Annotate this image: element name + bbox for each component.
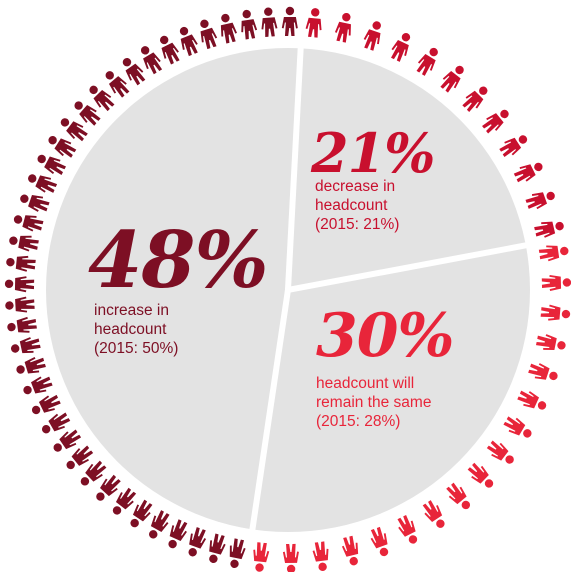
increase-person-icon bbox=[112, 487, 137, 515]
increase-person-icon bbox=[23, 376, 53, 395]
increase-person-icon bbox=[28, 174, 58, 193]
increase-person-icon bbox=[31, 394, 61, 415]
increase-person-icon bbox=[5, 296, 35, 313]
same-person-icon bbox=[341, 535, 359, 566]
increase-person-icon bbox=[53, 429, 82, 452]
decrease-person-icon bbox=[499, 135, 528, 158]
decrease-line-3: (2015: 21%) bbox=[315, 216, 400, 233]
decrease-person-icon bbox=[391, 32, 411, 62]
increase-person-icon bbox=[13, 215, 44, 232]
decrease-person-icon bbox=[334, 12, 351, 43]
same-line-3: (2015: 28%) bbox=[316, 413, 401, 430]
decrease-person-icon bbox=[462, 86, 488, 112]
increase-person-icon bbox=[122, 57, 146, 86]
same-line-2: remain the same bbox=[316, 394, 432, 411]
same-person-icon bbox=[312, 541, 329, 572]
same-description: headcount will remain the same (2015: 28… bbox=[316, 374, 431, 431]
increase-person-icon bbox=[168, 519, 188, 549]
same-person-icon bbox=[253, 542, 270, 572]
same-percent: 30% bbox=[316, 301, 455, 371]
same-person-icon bbox=[517, 390, 547, 410]
same-person-icon bbox=[370, 526, 389, 557]
decrease-person-icon bbox=[305, 8, 322, 38]
same-person-icon bbox=[528, 363, 558, 381]
increase-description: increase in headcount (2015: 50%) bbox=[94, 301, 178, 358]
decrease-person-icon bbox=[440, 65, 464, 93]
decrease-person-icon bbox=[416, 47, 438, 76]
increase-person-icon bbox=[20, 194, 50, 212]
increase-person-icon bbox=[160, 35, 180, 65]
increase-person-icon bbox=[4, 276, 35, 293]
increase-person-icon bbox=[105, 71, 130, 98]
increase-person-icon bbox=[281, 6, 298, 37]
same-person-icon bbox=[446, 482, 471, 510]
increase-line-1: increase in bbox=[94, 302, 169, 319]
increase-person-icon bbox=[261, 7, 278, 37]
same-person-icon bbox=[486, 440, 514, 464]
increase-person-icon bbox=[60, 118, 88, 142]
increase-person-icon bbox=[200, 19, 218, 50]
people-ring bbox=[4, 6, 571, 572]
decrease-person-icon bbox=[513, 162, 543, 183]
decrease-description: decrease in headcount (2015: 21%) bbox=[315, 177, 399, 234]
decrease-person-icon bbox=[482, 109, 509, 134]
same-person-icon bbox=[538, 245, 569, 262]
same-person-icon bbox=[282, 543, 299, 572]
slice-divider bbox=[284, 46, 304, 293]
increase-person-icon bbox=[80, 460, 107, 486]
increase-person-icon bbox=[179, 26, 198, 57]
slice-divider bbox=[249, 287, 292, 532]
increase-person-icon bbox=[37, 154, 67, 175]
increase-person-icon bbox=[96, 474, 121, 501]
increase-person-icon bbox=[16, 356, 46, 374]
increase-person-icon bbox=[220, 13, 237, 44]
increase-person-icon bbox=[6, 255, 36, 272]
increase-line-3: (2015: 50%) bbox=[94, 340, 179, 357]
increase-person-icon bbox=[74, 101, 101, 126]
same-person-icon bbox=[467, 462, 494, 488]
decrease-person-icon bbox=[525, 191, 555, 210]
increase-person-icon bbox=[48, 136, 77, 158]
slice-divider bbox=[285, 242, 529, 294]
increase-person-icon bbox=[89, 85, 115, 112]
same-line-1: headcount will bbox=[316, 375, 415, 392]
increase-person-icon bbox=[10, 337, 41, 354]
decrease-line-1: decrease in bbox=[315, 178, 396, 195]
decrease-line-2: headcount bbox=[315, 197, 388, 214]
increase-person-icon bbox=[7, 316, 37, 333]
same-person-icon bbox=[422, 500, 445, 528]
increase-person-icon bbox=[229, 538, 246, 569]
same-person-icon bbox=[540, 304, 571, 321]
same-person-icon bbox=[541, 274, 571, 291]
decrease-percent: 21% bbox=[311, 121, 435, 185]
increase-person-icon bbox=[149, 510, 170, 539]
increase-person-icon bbox=[9, 235, 39, 252]
same-person-icon bbox=[397, 514, 418, 544]
increase-person-icon bbox=[241, 9, 258, 40]
increase-line-2: headcount bbox=[94, 321, 167, 338]
pie-slices bbox=[46, 46, 530, 532]
decrease-person-icon bbox=[534, 221, 564, 238]
increase-percent: 48% bbox=[88, 215, 269, 306]
decrease-person-icon bbox=[363, 21, 381, 51]
increase-person-icon bbox=[209, 533, 226, 564]
increase-person-icon bbox=[188, 527, 207, 557]
increase-person-icon bbox=[66, 445, 94, 470]
same-person-icon bbox=[535, 334, 566, 351]
increase-person-icon bbox=[41, 412, 71, 434]
increase-person-icon bbox=[130, 499, 153, 528]
same-person-icon bbox=[503, 416, 532, 438]
increase-person-icon bbox=[140, 46, 163, 75]
